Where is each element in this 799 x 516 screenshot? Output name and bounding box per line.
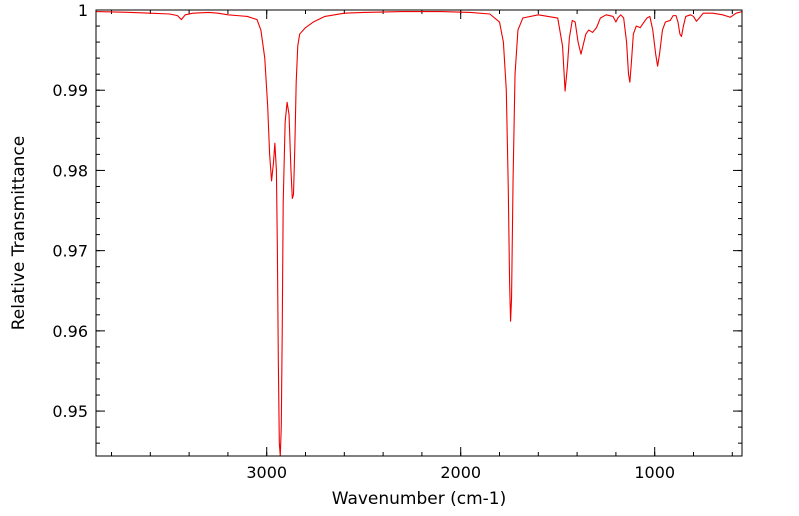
- major-ticks: [96, 9, 742, 456]
- plot-frame: [95, 9, 743, 457]
- tick-labels: 3000 2000 1000 1 0.99 0.98 0.97 0.96 0.95: [52, 1, 675, 482]
- spectrum-line: [95, 11, 743, 457]
- y-tick-label: 0.97: [52, 242, 88, 261]
- y-axis-label: Relative Transmittance: [9, 136, 29, 331]
- y-tick-label: 0.99: [52, 81, 88, 100]
- x-tick-label: 3000: [246, 463, 287, 482]
- y-tick-label: 1: [78, 1, 88, 20]
- x-tick-label: 2000: [440, 463, 481, 482]
- y-tick-label: 0.98: [52, 161, 88, 180]
- y-tick-label: 0.95: [52, 402, 88, 421]
- y-tick-label: 0.96: [52, 322, 88, 341]
- minor-ticks: [96, 9, 742, 456]
- x-tick-label: 1000: [634, 463, 675, 482]
- x-axis-label: Wavenumber (cm-1): [332, 489, 507, 509]
